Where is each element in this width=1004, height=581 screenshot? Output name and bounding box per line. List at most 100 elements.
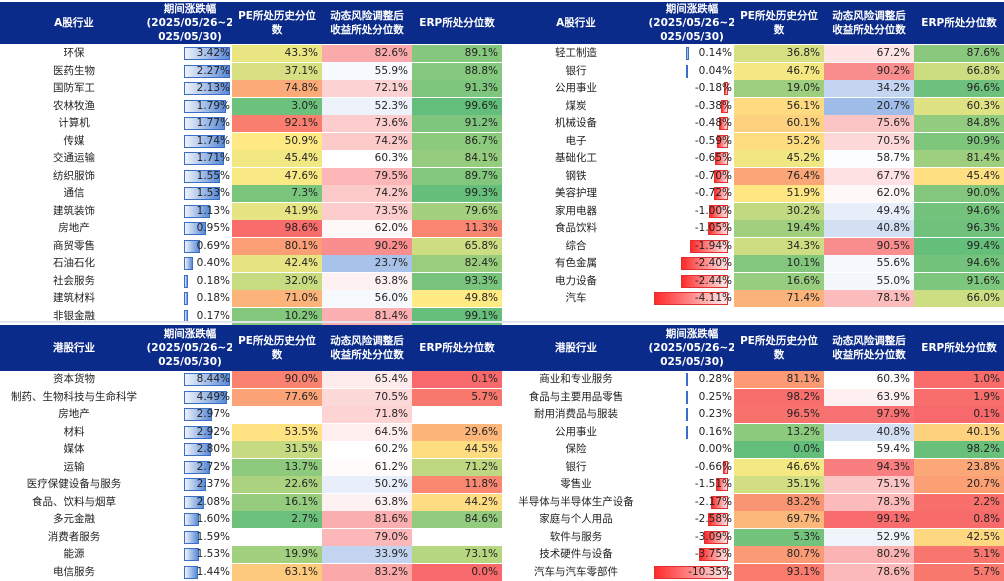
risk-adjusted-cell: 78.6% bbox=[824, 563, 914, 581]
change-bar bbox=[718, 117, 728, 130]
pe-percentile-cell: 13.2% bbox=[734, 423, 824, 441]
risk-adjusted-cell: 81.6% bbox=[322, 511, 412, 528]
risk-adjusted-cell: 73.5% bbox=[322, 202, 412, 220]
industry-name: 医疗保健设备与服务 bbox=[26, 478, 122, 490]
pe-percentile-cell: 71.4% bbox=[734, 290, 824, 307]
industry-name: 公用事业 bbox=[555, 82, 597, 94]
change-cell: 0.40% bbox=[148, 255, 232, 272]
change-bar bbox=[184, 373, 230, 386]
industry-name: 银行 bbox=[565, 460, 587, 473]
pe-percentile-cell: 96.5% bbox=[734, 406, 824, 423]
erp-percentile-cell: 84.6% bbox=[412, 511, 502, 528]
change-cell: -0.38% bbox=[650, 98, 734, 115]
risk-adjusted-cell: 78.1% bbox=[824, 290, 914, 307]
pe-percentile-cell: 71.0% bbox=[232, 290, 322, 307]
a-right-pe-percentile-header: PE所处历史分位 数 bbox=[734, 2, 824, 44]
pe-percentile-cell: 19.0% bbox=[734, 80, 824, 97]
change-value: -3.09% bbox=[694, 530, 732, 543]
erp-percentile-cell: 93.3% bbox=[412, 272, 502, 290]
change-value: 1.55% bbox=[196, 169, 230, 182]
change-value: 3.42% bbox=[196, 47, 230, 59]
risk-adjusted-cell: 73.6% bbox=[322, 115, 412, 132]
pe-percentile-cell: 45.4% bbox=[232, 150, 322, 167]
risk-adjusted-cell: 20.7% bbox=[824, 97, 914, 115]
change-bar bbox=[184, 152, 224, 165]
change-value: -2.40% bbox=[694, 257, 732, 269]
pe-percentile-cell: 10.2% bbox=[232, 307, 322, 325]
risk-adjusted-cell: 67.7% bbox=[824, 167, 914, 185]
erp-percentile-cell: 82.4% bbox=[412, 255, 502, 272]
change-cell: 0.95% bbox=[148, 220, 232, 237]
industry-name: 媒体 bbox=[63, 443, 85, 455]
industry-name: 公用事业 bbox=[555, 425, 597, 438]
pe-percentile-cell: 34.3% bbox=[734, 237, 824, 255]
pe-percentile-cell bbox=[232, 406, 322, 423]
change-value: 0.17% bbox=[196, 309, 230, 322]
change-value: 0.00% bbox=[698, 443, 732, 455]
erp-percentile-cell: 20.7% bbox=[914, 476, 1004, 493]
industry-name: 能源 bbox=[63, 548, 85, 560]
erp-percentile-cell: 45.4% bbox=[914, 167, 1004, 185]
industry-name: 国防军工 bbox=[53, 82, 95, 94]
erp-percentile-cell: 86.7% bbox=[412, 132, 502, 150]
change-value: 0.69% bbox=[196, 239, 230, 252]
pe-percentile-cell: 45.2% bbox=[734, 150, 824, 167]
erp-percentile-cell: 0.8% bbox=[914, 511, 1004, 528]
change-value: -2.58% bbox=[694, 513, 732, 525]
pe-percentile-cell: 53.5% bbox=[232, 423, 322, 441]
change-value: 8.44% bbox=[196, 373, 230, 385]
erp-percentile-cell: 73.1% bbox=[412, 546, 502, 563]
change-value: -0.65% bbox=[694, 152, 732, 164]
erp-percentile-cell: 71.2% bbox=[412, 458, 502, 476]
change-cell: 0.69% bbox=[148, 238, 232, 255]
hk-right-pe-percentile-header: PE所处历史分位 数 bbox=[734, 325, 824, 371]
change-value: 2.27% bbox=[196, 64, 230, 77]
change-cell: 1.44% bbox=[148, 564, 232, 581]
risk-adjusted-cell: 80.2% bbox=[824, 546, 914, 563]
change-cell: -1.94% bbox=[650, 238, 734, 255]
change-cell: 8.44% bbox=[148, 371, 232, 388]
industry-name: 技术硬件与设备 bbox=[539, 548, 613, 560]
risk-adjusted-cell: 70.5% bbox=[824, 132, 914, 150]
change-bar bbox=[184, 274, 189, 288]
risk-adjusted-cell: 79.0% bbox=[322, 528, 412, 546]
change-value: 0.14% bbox=[698, 47, 732, 59]
a-left-risk-adjusted-header: 动态风险调整后 收益所处分位数 bbox=[322, 2, 412, 44]
change-cell: 0.23% bbox=[650, 406, 734, 423]
hk-right-industry-header: 港股行业 bbox=[502, 325, 650, 371]
change-bar bbox=[714, 169, 728, 183]
industry-name: 房地产 bbox=[58, 222, 90, 234]
change-value: 1.13% bbox=[196, 204, 230, 217]
change-cell: 0.18% bbox=[148, 290, 232, 307]
change-cell: 1.55% bbox=[148, 168, 232, 185]
change-cell: 0.28% bbox=[650, 371, 734, 388]
erp-percentile-cell: 91.2% bbox=[412, 115, 502, 132]
industry-name: 银行 bbox=[565, 64, 587, 77]
erp-percentile-cell: 99.3% bbox=[412, 185, 502, 202]
risk-adjusted-cell: 62.0% bbox=[322, 220, 412, 237]
erp-percentile-cell: 29.6% bbox=[412, 423, 502, 441]
change-cell: 2.92% bbox=[148, 424, 232, 441]
erp-percentile-cell bbox=[412, 529, 502, 546]
risk-adjusted-cell: 60.2% bbox=[322, 441, 412, 458]
industry-name: 汽车 bbox=[565, 292, 587, 304]
change-bar bbox=[690, 239, 728, 253]
industry-name: 耐用消费品与服装 bbox=[534, 408, 618, 420]
change-value: 1.44% bbox=[196, 565, 230, 578]
change-bar bbox=[184, 187, 220, 200]
industry-name: 美容护理 bbox=[555, 187, 597, 199]
pe-percentile-cell: 63.1% bbox=[232, 563, 322, 581]
a-right-erp-percentile-header: ERP所处分位数 bbox=[914, 2, 1004, 44]
change-value: -2.44% bbox=[694, 274, 732, 287]
change-bar bbox=[184, 47, 230, 60]
industry-name: 传媒 bbox=[63, 134, 85, 147]
erp-percentile-cell: 5.7% bbox=[914, 563, 1004, 581]
change-value: 0.16% bbox=[698, 425, 732, 438]
erp-percentile-cell: 87.6% bbox=[914, 45, 1004, 62]
hk-left-erp-percentile-header: ERP所处分位数 bbox=[412, 325, 502, 371]
change-cell: 2.37% bbox=[148, 476, 232, 493]
pe-percentile-cell: 0.0% bbox=[734, 441, 824, 458]
risk-adjusted-cell: 61.2% bbox=[322, 458, 412, 476]
a-left-erp-percentile-header: ERP所处分位数 bbox=[412, 2, 502, 44]
risk-adjusted-cell: 71.8% bbox=[322, 406, 412, 423]
